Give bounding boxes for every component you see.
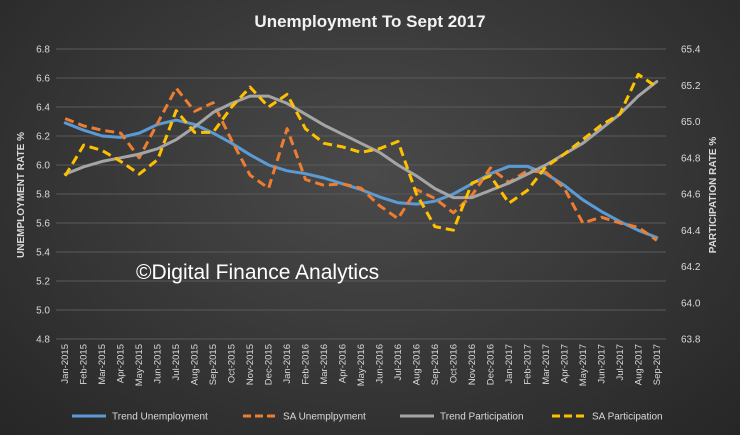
x-axis: Jan-2015 Feb-2015 Mar-2015 Apr-2015 May-2015… — [60, 344, 663, 386]
y-right-tick-label: 64.2 — [681, 262, 701, 273]
y-left-tick-label: 5.2 — [36, 277, 50, 288]
y-left-tick-label: 6.2 — [36, 132, 50, 143]
x-tick-label: Jun-2015 — [153, 344, 164, 384]
legend: Trend Unemployment SA Unemplpyment Trend P… — [72, 412, 663, 423]
y-left-tick-label: 4.8 — [36, 335, 50, 346]
x-tick-label: Mar-2016 — [319, 344, 330, 385]
y-right-tick-label: 65.4 — [681, 45, 701, 56]
y-axis-left: 4.8 5.0 5.2 5.4 5.6 5.8 6.0 6.2 6.4 6.6 6.8 — [36, 45, 50, 346]
x-tick-label: May-2016 — [356, 344, 367, 386]
x-tick-label: Aug-2016 — [411, 344, 422, 385]
y-left-tick-label: 5.6 — [36, 219, 50, 230]
y-right-tick-label: 65.2 — [681, 81, 701, 92]
y-left-tick-label: 6.6 — [36, 74, 50, 85]
series-line-trend-participation — [63, 80, 659, 200]
y-axis-left-label: UNEMPLOYMENT RATE % — [16, 132, 27, 258]
y-right-tick-label: 65.0 — [681, 117, 701, 128]
x-tick-label: Apr-2017 — [559, 344, 570, 383]
x-tick-label: Mar-2015 — [97, 344, 108, 385]
x-tick-label: Jul-2016 — [393, 344, 404, 380]
y-right-tick-label: 64.4 — [681, 226, 701, 237]
x-tick-label: Feb-2015 — [79, 344, 90, 385]
x-tick-label: Jul-2015 — [171, 344, 182, 380]
chart-title: Unemployment To Sept 2017 — [254, 12, 485, 31]
y-right-tick-label: 64.6 — [681, 190, 701, 201]
legend-label: SA Unemplpyment — [283, 412, 366, 423]
series-line-trend-unemployment — [63, 118, 659, 239]
x-tick-label: Aug-2015 — [190, 344, 201, 385]
x-tick-label: Mar-2017 — [541, 344, 552, 385]
legend-label: SA Participation — [592, 412, 663, 423]
series-line-sa-participation — [63, 72, 658, 232]
x-tick-label: Jun-2016 — [374, 344, 385, 384]
legend-label: Trend Unemployment — [112, 412, 208, 423]
y-right-tick-label: 64.0 — [681, 298, 701, 309]
x-tick-label: Apr-2016 — [338, 344, 349, 383]
legend-label: Trend Participation — [440, 412, 524, 423]
x-tick-label: Dec-2016 — [485, 344, 496, 385]
x-tick-label: Apr-2015 — [116, 344, 127, 383]
y-left-tick-label: 6.4 — [36, 103, 50, 114]
y-right-tick-label: 64.8 — [681, 153, 701, 164]
x-tick-label: Jun-2017 — [596, 344, 607, 384]
x-tick-label: Aug-2017 — [633, 344, 644, 385]
x-tick-label: Nov-2015 — [245, 344, 256, 385]
y-left-tick-label: 5.0 — [36, 306, 50, 317]
x-tick-label: May-2017 — [578, 344, 589, 386]
x-tick-label: Oct-2015 — [227, 344, 238, 383]
x-tick-label: Jan-2015 — [60, 344, 71, 384]
watermark-annotation: ©Digital Finance Analytics — [136, 261, 379, 284]
y-left-tick-label: 5.4 — [36, 248, 50, 259]
x-tick-label: May-2015 — [134, 344, 145, 386]
x-tick-label: Sep-2017 — [652, 344, 663, 385]
x-tick-label: Jan-2017 — [504, 344, 515, 384]
y-axis-right: 63.8 64.0 64.2 64.4 64.6 64.8 65.0 65.2 65.4 — [681, 45, 701, 346]
x-tick-label: Jan-2016 — [282, 344, 293, 384]
x-tick-label: Feb-2017 — [522, 344, 533, 385]
x-tick-label: Oct-2016 — [448, 344, 459, 383]
y-right-tick-label: 63.8 — [681, 335, 701, 346]
x-tick-label: Sep-2016 — [430, 344, 441, 385]
y-left-tick-label: 6.0 — [36, 161, 50, 172]
x-tick-label: Nov-2016 — [467, 344, 478, 385]
x-tick-label: Dec-2015 — [264, 344, 275, 385]
y-axis-right-label: PARTICIPATION RATE % — [708, 137, 719, 254]
series-line-sa-unemplpyment — [64, 86, 658, 242]
gridlines — [56, 48, 666, 340]
x-tick-label: Jul-2017 — [615, 344, 626, 380]
series-lines — [63, 72, 659, 242]
x-tick-label: Feb-2016 — [301, 344, 312, 385]
x-tick-label: Sep-2015 — [208, 344, 219, 385]
y-left-tick-label: 6.8 — [36, 45, 50, 56]
y-left-tick-label: 5.8 — [36, 190, 50, 201]
